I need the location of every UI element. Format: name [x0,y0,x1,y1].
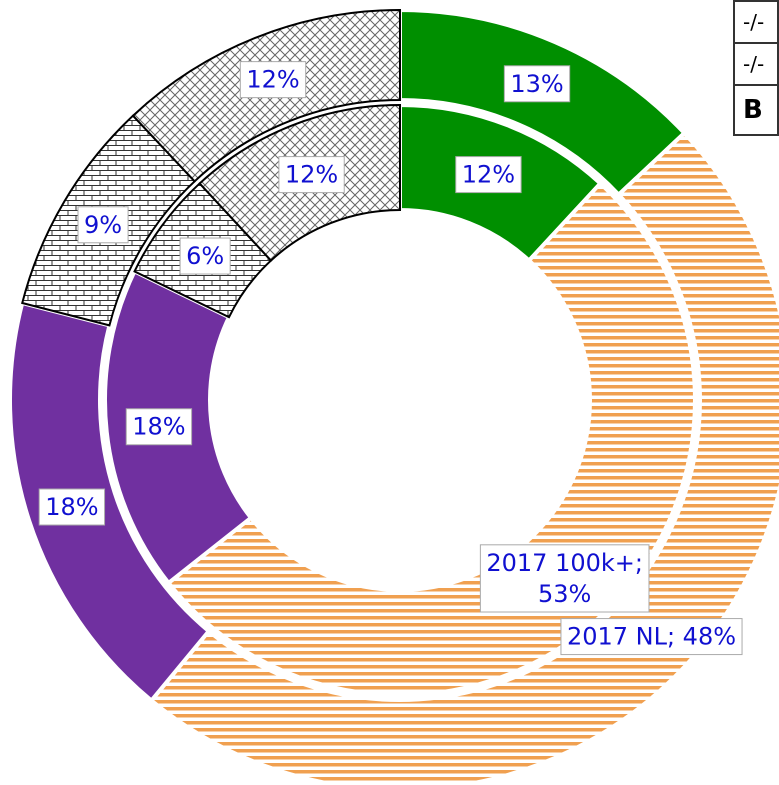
label-box [560,618,743,656]
data-label: 18% [45,493,98,521]
label-box [77,206,129,244]
label-box [479,544,650,613]
label-box [125,408,193,446]
label-box [179,237,231,275]
data-label: 12% [246,66,299,94]
table-fragment: -/- -/- B [733,0,779,136]
data-label: 13% [510,70,563,98]
label-box [503,65,571,103]
table-cell: B [733,84,779,136]
label-box [278,156,345,194]
data-label: 6% [186,242,224,270]
data-label: 2017 NL; 48% [567,623,736,651]
data-label: 18% [132,413,185,441]
data-label: 2017 100k+; 53% [486,549,643,608]
table-cell: -/- [733,0,779,44]
data-label: 9% [84,211,122,239]
data-label: 12% [285,161,338,189]
table-cell: -/- [733,42,779,86]
data-label: 12% [462,161,515,189]
label-box [239,61,307,99]
label-box [455,156,522,194]
label-box [38,488,106,526]
